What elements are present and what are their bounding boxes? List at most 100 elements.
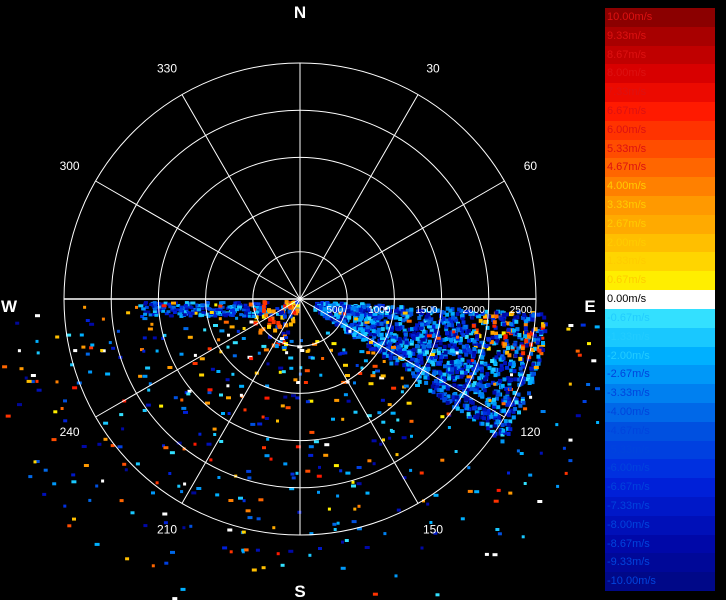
echo-cell (417, 308, 422, 313)
echo-cell (486, 408, 491, 413)
echo-cell (398, 341, 402, 345)
echo-cell (515, 315, 520, 320)
echo-cell (529, 371, 534, 376)
echo-cell (424, 380, 429, 385)
legend-swatch (605, 327, 715, 347)
echo-cell (261, 314, 266, 319)
radial-line-30 (299, 94, 419, 300)
echo-cell (402, 328, 407, 333)
echo-cell (521, 364, 526, 369)
echo-cell (237, 305, 242, 309)
legend-entry: -0.67m/s (605, 308, 715, 329)
echo-cell (477, 376, 482, 381)
echo-cell (536, 361, 541, 366)
echo-cell (426, 325, 432, 329)
echo-cell (457, 359, 462, 364)
echo-cell (539, 312, 544, 317)
echo-cell (232, 304, 237, 308)
echo-cell (341, 540, 344, 544)
echo-cell (329, 307, 333, 312)
velocity-legend: 10.00m/s 9.33m/s 8.67m/s 8.00m/s 7.33m/s 6.67… (605, 8, 715, 592)
echo-cell (383, 307, 387, 312)
echo-cell (305, 349, 310, 353)
legend-label: -4.67m/s (607, 424, 650, 437)
echo-cell (66, 333, 72, 337)
echo-cell (367, 459, 372, 463)
echo-cell (431, 349, 436, 353)
echo-cell (442, 344, 447, 349)
echo-cell (412, 331, 417, 336)
echo-cell (430, 360, 435, 365)
echo-cell (261, 415, 265, 419)
echo-cell (339, 312, 344, 317)
echo-cell (353, 381, 356, 385)
echo-cell (415, 362, 420, 367)
echo-cell (537, 348, 542, 353)
echo-cell (130, 511, 135, 515)
echo-cell (28, 475, 33, 479)
echo-cell (215, 308, 219, 311)
legend-label: 2.00m/s (607, 236, 647, 249)
echo-cell (221, 412, 225, 415)
echo-cell (392, 355, 397, 360)
legend-entry: 6.67m/s (605, 102, 715, 122)
echo-cell (171, 305, 176, 309)
echo-cell (190, 301, 196, 305)
echo-cell (414, 374, 419, 379)
echo-cell (391, 386, 397, 390)
echo-cell (336, 316, 340, 320)
echo-cell (291, 394, 296, 398)
echo-cell (480, 349, 484, 354)
echo-cell (390, 332, 393, 335)
echo-cell (472, 417, 477, 422)
echo-cell (524, 319, 529, 324)
echo-cell (426, 358, 431, 363)
echo-cell (119, 499, 124, 503)
echo-cell (462, 388, 467, 393)
echo-cell (502, 322, 507, 327)
echo-cell (467, 489, 473, 493)
echo-cell (426, 502, 430, 506)
echo-cell (356, 466, 362, 469)
echo-cell (439, 318, 444, 323)
echo-cell (280, 563, 285, 567)
echo-cell (288, 301, 293, 306)
echo-cell (400, 390, 404, 394)
echo-cell (243, 548, 249, 552)
echo-cell (533, 366, 539, 369)
echo-cell (444, 337, 449, 341)
angle-label-240: 240 (60, 425, 80, 439)
echo-cell (493, 325, 498, 330)
echo-cell (467, 338, 471, 343)
echo-cell (395, 342, 400, 347)
echo-cell (517, 333, 522, 337)
echo-cell (105, 372, 111, 376)
echo-cell (189, 311, 194, 315)
echo-cell (353, 330, 358, 335)
legend-entry: -2.00m/s (605, 346, 715, 366)
echo-cell (71, 480, 77, 484)
echo-cell (210, 367, 215, 371)
echo-cell (85, 319, 90, 322)
echo-cell (166, 310, 171, 314)
echo-cell (290, 316, 295, 321)
echo-cell (173, 396, 178, 400)
echo-cell (487, 314, 492, 319)
echo-cell (292, 310, 297, 315)
echo-cell (159, 302, 164, 306)
echo-cell (380, 327, 385, 332)
echo-cell (81, 445, 87, 448)
echo-cell (443, 364, 447, 369)
echo-cell (362, 313, 367, 318)
echo-cell (493, 499, 499, 503)
echo-cell (518, 356, 523, 361)
echo-cell (343, 304, 348, 308)
echo-cell (267, 324, 271, 329)
legend-swatch (605, 26, 715, 47)
echo-cell (164, 312, 169, 316)
echo-cell (179, 352, 184, 356)
echo-cell (517, 335, 522, 340)
echo-cell (181, 406, 187, 410)
echo-cell (163, 301, 168, 305)
echo-cell (343, 302, 348, 307)
